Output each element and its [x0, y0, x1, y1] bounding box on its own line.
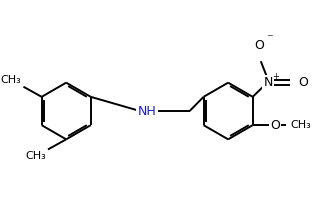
Text: CH₃: CH₃ [290, 120, 311, 130]
Text: NH: NH [138, 105, 156, 117]
Text: ⁻: ⁻ [266, 32, 273, 45]
Text: CH₃: CH₃ [25, 151, 46, 161]
Text: +: + [272, 72, 279, 81]
Text: O: O [298, 76, 308, 89]
Text: O: O [270, 119, 280, 132]
Text: N: N [263, 76, 273, 89]
Text: O: O [254, 39, 264, 52]
Text: CH₃: CH₃ [1, 75, 22, 85]
